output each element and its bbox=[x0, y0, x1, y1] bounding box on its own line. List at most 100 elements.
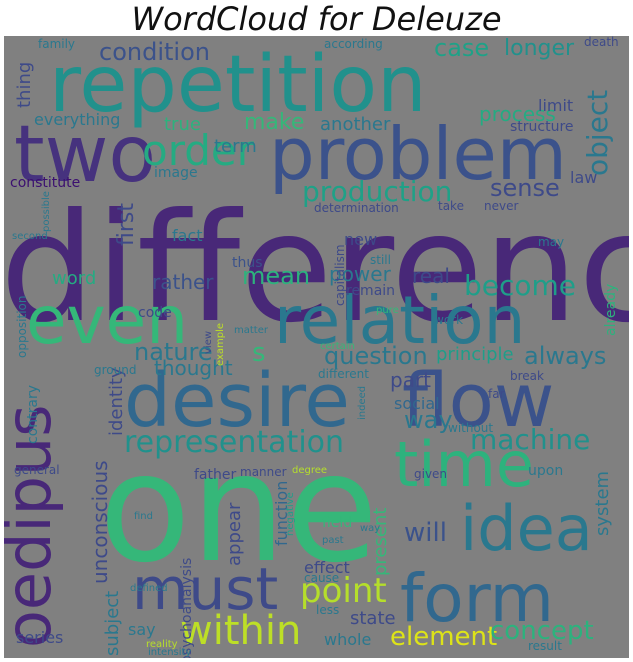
cloud-word-idea: idea bbox=[460, 492, 593, 565]
cloud-word-ground: ground bbox=[94, 363, 137, 377]
cloud-word-take: take bbox=[438, 199, 464, 213]
cloud-word-difference: difference bbox=[4, 182, 629, 356]
cloud-word-given: given bbox=[414, 467, 448, 481]
cloud-word-fact: fact bbox=[172, 226, 203, 245]
cloud-word-code: code bbox=[138, 305, 172, 321]
cloud-word-past: past bbox=[322, 535, 344, 546]
cloud-word-capitalism: capitalism bbox=[333, 244, 347, 306]
cloud-word-power: power bbox=[329, 262, 391, 286]
cloud-word-real: real bbox=[412, 264, 450, 288]
cloud-word-order: order bbox=[142, 126, 254, 175]
cloud-word-relation: relation bbox=[274, 282, 526, 359]
cloud-word-opposition: opposition bbox=[15, 295, 29, 359]
cloud-word-negative: negative bbox=[285, 492, 296, 536]
cloud-word-mean: mean bbox=[242, 262, 311, 290]
cloud-word-thus: thus bbox=[232, 255, 263, 271]
cloud-word-limit: limit bbox=[538, 96, 574, 115]
cloud-word-far: far bbox=[488, 387, 505, 401]
cloud-word-appear: appear bbox=[224, 502, 245, 566]
cloud-word-less: less bbox=[316, 603, 340, 617]
cloud-word-law: law bbox=[570, 168, 598, 187]
cloud-word-always: always bbox=[524, 342, 607, 370]
cloud-word-process: process bbox=[479, 102, 556, 126]
cloud-word-certain: certain bbox=[320, 341, 355, 352]
cloud-word-element: element bbox=[390, 622, 498, 652]
cloud-word-already: already bbox=[603, 283, 619, 336]
cloud-word-point: point bbox=[300, 571, 387, 611]
cloud-word-second: second bbox=[12, 231, 48, 242]
cloud-word-must: must bbox=[132, 555, 279, 623]
cloud-word-thought: thought bbox=[154, 356, 233, 380]
cloud-word-determination: determination bbox=[314, 201, 399, 215]
cloud-word-concept: concept bbox=[490, 616, 594, 646]
cloud-word-nature: nature bbox=[134, 338, 213, 366]
cloud-word-cause: cause bbox=[304, 571, 340, 585]
cloud-word-principle: principle bbox=[436, 344, 514, 365]
cloud-word-possible: possible bbox=[41, 191, 52, 232]
cloud-word-never: never bbox=[484, 199, 519, 213]
cloud-word-subject: subject bbox=[102, 590, 123, 656]
cloud-word-system: system bbox=[592, 470, 613, 536]
cloud-word-defined: defined bbox=[130, 583, 168, 594]
cloud-word-upon: upon bbox=[528, 463, 564, 479]
cloud-word-form: form bbox=[400, 560, 554, 637]
cloud-word-representation: representation bbox=[124, 425, 345, 460]
cloud-word-structure: structure bbox=[510, 119, 574, 135]
cloud-word-two: two bbox=[14, 110, 157, 200]
cloud-word-case: case bbox=[434, 36, 490, 62]
cloud-word-example: example bbox=[215, 322, 226, 366]
cloud-word-another: another bbox=[320, 114, 391, 135]
cloud-word-within: within bbox=[180, 608, 302, 654]
cloud-word-longer: longer bbox=[504, 36, 575, 61]
cloud-word-first: first bbox=[114, 203, 139, 246]
cloud-word-sense: sense bbox=[490, 174, 560, 202]
cloud-word-one: one bbox=[99, 422, 379, 596]
cloud-word-constitute: constitute bbox=[10, 175, 81, 191]
cloud-word-result: result bbox=[528, 639, 562, 653]
cloud-word-intensity: intensity bbox=[148, 647, 192, 658]
cloud-word-thing: thing bbox=[14, 61, 35, 108]
cloud-word-according: according bbox=[324, 37, 383, 51]
cloud-word-degree: degree bbox=[292, 465, 328, 476]
cloud-word-identity: identity bbox=[106, 367, 127, 436]
cloud-word-series: series bbox=[16, 628, 64, 647]
cloud-word-part: part bbox=[390, 368, 432, 392]
cloud-word-reality: reality bbox=[146, 639, 178, 650]
cloud-word-psychoanalysis: psychoanalysis bbox=[179, 557, 195, 658]
cloud-word-true: true bbox=[164, 114, 201, 135]
cloud-word-state: state bbox=[350, 608, 396, 629]
cloud-word-work: work bbox=[434, 313, 464, 327]
cloud-word-machine: machine bbox=[470, 423, 591, 456]
cloud-word-s: s bbox=[252, 338, 266, 368]
cloud-word-repetition: repetition bbox=[49, 40, 427, 130]
cloud-word-image: image bbox=[154, 165, 198, 181]
cloud-word-field: field bbox=[322, 515, 353, 531]
cloud-word-word: word bbox=[52, 268, 97, 289]
cloud-word-general: general bbox=[14, 463, 60, 477]
cloud-word-time: time bbox=[394, 428, 535, 501]
cloud-word-way: way bbox=[360, 523, 381, 534]
cloud-word-term: term bbox=[214, 136, 257, 157]
cloud-word-condition: condition bbox=[99, 38, 210, 66]
cloud-word-object: object bbox=[581, 89, 614, 176]
cloud-word-break: break bbox=[510, 369, 544, 383]
cloud-word-still: still bbox=[370, 253, 391, 267]
cloud-word-unconscious: unconscious bbox=[88, 460, 112, 584]
cloud-word-desire: desire bbox=[124, 358, 350, 444]
cloud-word-will: will bbox=[404, 518, 447, 548]
cloud-word-may: may bbox=[538, 235, 565, 249]
cloud-word-effect: effect bbox=[304, 558, 350, 577]
cloud-word-question: question bbox=[324, 342, 428, 370]
cloud-word-view: view bbox=[203, 330, 214, 354]
cloud-word-new: new bbox=[344, 230, 378, 249]
cloud-word-death: death bbox=[584, 36, 619, 49]
cloud-word-remain: remain bbox=[346, 283, 396, 299]
page-title: WordCloud for Deleuze bbox=[131, 0, 502, 38]
cloud-word-problem: problem bbox=[269, 112, 567, 196]
cloud-word-way: way bbox=[404, 406, 453, 434]
cloud-word-say: say bbox=[128, 620, 156, 639]
cloud-word-become: become bbox=[464, 269, 577, 302]
cloud-word-without: without bbox=[448, 421, 494, 435]
cloud-word-whole: whole bbox=[324, 630, 372, 649]
